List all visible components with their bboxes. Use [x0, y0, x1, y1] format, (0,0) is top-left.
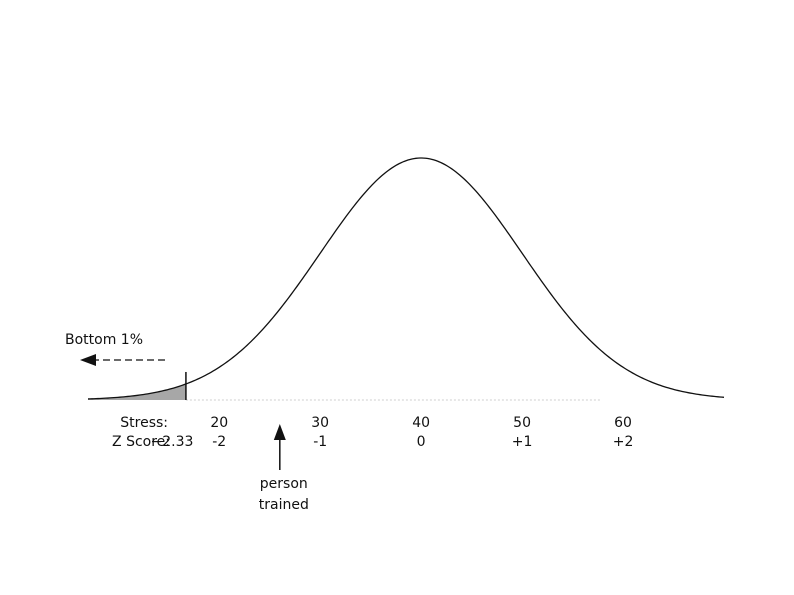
annotations: person trained: [259, 424, 309, 513]
bottom-1-percent-arrowhead: [80, 354, 96, 366]
stress-tick-label: 60: [614, 415, 632, 431]
person-trained-arrowhead: [273, 424, 286, 440]
z-score-tick-labels: −2.33 -2 -1 0 +1 +2: [151, 434, 634, 450]
bottom-1-percent-label: Bottom 1%: [65, 332, 143, 348]
z-score-tick-label: -2: [212, 434, 226, 450]
z-score-tick-label: -1: [313, 434, 327, 450]
stress-row-label: Stress:: [120, 415, 168, 431]
stress-tick-label: 20: [210, 415, 228, 431]
z-score-tick-label: +1: [512, 434, 533, 450]
stress-tick-labels: 20 30 40 50 60: [210, 415, 632, 431]
z-score-tick-label: +2: [613, 434, 634, 450]
stress-tick-label: 50: [513, 415, 531, 431]
person-trained-label: trained: [259, 497, 309, 513]
z-score-tick-label: 0: [417, 434, 426, 450]
z-score-row-label: Z Score:: [112, 434, 170, 450]
z-score-tick-label: −2.33: [151, 434, 194, 450]
stress-tick-label: 40: [412, 415, 430, 431]
bottom-1-percent-area: [88, 383, 186, 400]
stress-tick-label: 30: [311, 415, 329, 431]
person-trained-label: person: [260, 476, 308, 492]
distribution-curve: [87, 157, 725, 400]
